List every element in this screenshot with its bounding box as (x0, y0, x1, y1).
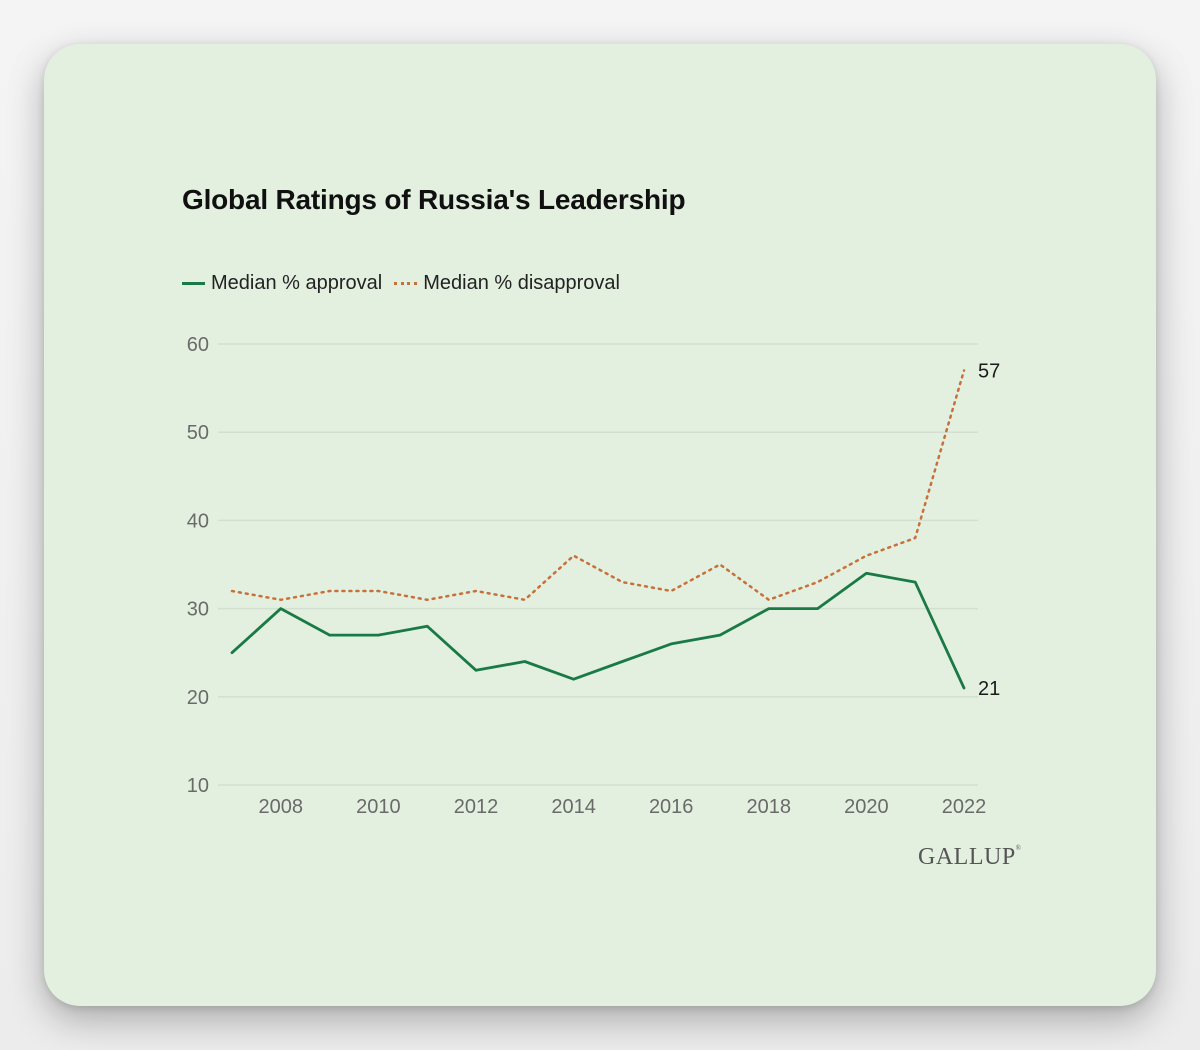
legend-label-approval: Median % approval (211, 272, 383, 294)
end-label-approval: 21 (978, 678, 1000, 700)
legend-item-approval: Median % approval (182, 272, 382, 295)
chart-legend: Median % approval Median % disapproval (182, 272, 632, 295)
legend-swatch-approval (182, 282, 205, 285)
x-tick-label: 2016 (649, 796, 694, 818)
y-tick-label: 10 (187, 775, 209, 797)
y-tick-label: 50 (187, 422, 209, 444)
x-tick-label: 2020 (844, 796, 889, 818)
gallup-logo: GALLUP® (918, 844, 1022, 871)
x-tick-label: 2008 (259, 796, 304, 818)
series-line-disapproval (230, 369, 966, 602)
chart-title: Global Ratings of Russia's Leadership (182, 184, 686, 215)
x-tick-label: 2012 (454, 796, 499, 818)
x-tick-label: 2014 (551, 796, 596, 818)
chart-card (44, 44, 1156, 1006)
y-tick-label: 60 (187, 334, 209, 356)
x-axis-ticks: 2008 2010 2012 2014 2016 2018 2020 2022 (259, 796, 987, 818)
y-tick-label: 20 (187, 687, 209, 709)
y-tick-label: 40 (187, 510, 209, 532)
y-tick-label: 30 (187, 599, 209, 621)
y-axis-ticks: 10 20 30 40 50 60 (187, 334, 209, 797)
legend-label-disapproval: Median % disapproval (423, 272, 620, 294)
x-tick-label: 2022 (942, 796, 987, 818)
x-tick-label: 2018 (747, 796, 792, 818)
registered-mark: ® (1015, 844, 1022, 852)
legend-swatch-disapproval (394, 282, 418, 285)
x-tick-label: 2010 (356, 796, 401, 818)
gallup-logo-text: GALLUP (918, 844, 1016, 870)
series-line-approval (230, 571, 966, 690)
gridlines (218, 343, 978, 786)
legend-item-disapproval: Median % disapproval (394, 272, 620, 295)
end-label-disapproval: 57 (978, 360, 1000, 382)
end-labels: 57 21 (978, 360, 1000, 700)
series-lines (230, 369, 966, 690)
